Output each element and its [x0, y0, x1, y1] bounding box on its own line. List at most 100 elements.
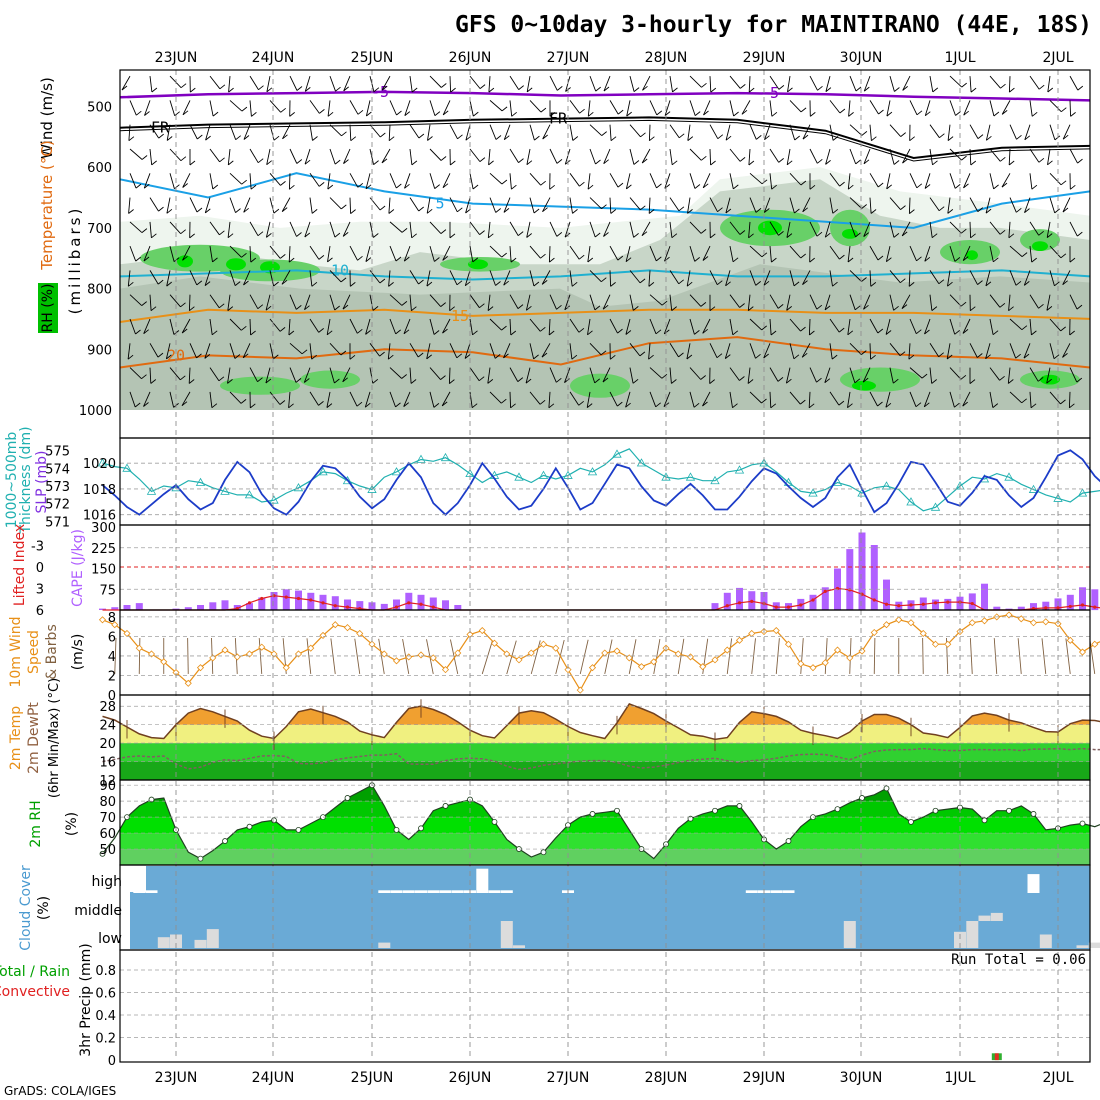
- wind-barb: [265, 221, 271, 238]
- wind-barb: [426, 270, 431, 287]
- isotherm-label: 20: [167, 346, 185, 364]
- wind-barb: [243, 270, 251, 286]
- cloud-cell: [378, 942, 391, 948]
- wind-barb-flag: [533, 208, 540, 214]
- thickness-marker: [122, 463, 132, 472]
- cloud-cell: [782, 890, 795, 893]
- wind-barb-flag: [228, 160, 234, 166]
- cape-bar: [870, 545, 878, 610]
- wind-barb-flag: [655, 329, 662, 335]
- lifted-index-marker: [921, 602, 925, 606]
- wind-barb: [589, 75, 597, 92]
- wind-barb-flag: [511, 184, 517, 190]
- wind10-marker: [919, 629, 927, 638]
- wind-barb-flag: [1077, 231, 1083, 237]
- wind-barb-flag: [716, 353, 723, 359]
- wind-barb: [564, 294, 571, 310]
- wind-barb: [342, 367, 351, 383]
- cloud-cell: [745, 890, 758, 893]
- wind-barb-flag: [908, 354, 915, 360]
- cape-bar: [429, 597, 437, 610]
- wind10-marker: [1066, 636, 1074, 644]
- wind-barb-flag: [227, 379, 233, 384]
- wind-barb-flag: [381, 158, 388, 164]
- wind-barb: [1062, 124, 1071, 140]
- wind-barb-flag: [633, 87, 640, 92]
- wind-barb: [365, 100, 371, 117]
- wind10-barb: [1041, 638, 1047, 674]
- wind-barb-flag: [686, 354, 693, 360]
- wind-barb-flag: [556, 232, 563, 237]
- wind-barb: [725, 124, 731, 141]
- wind-barb-flag: [525, 378, 532, 384]
- wind-barb: [786, 221, 791, 238]
- rh-marker: [222, 838, 228, 844]
- wind-barb: [329, 75, 336, 92]
- thickness-marker: [293, 483, 304, 492]
- wind-barb-flag: [960, 301, 967, 307]
- wind-barb: [949, 221, 962, 234]
- lifted-index-marker: [296, 596, 301, 601]
- wind-barb-flag: [800, 399, 806, 405]
- wind-barb: [169, 100, 176, 116]
- wind-barb: [669, 270, 680, 285]
- rh-marker: [540, 849, 547, 856]
- wind-barb-flag: [648, 282, 655, 287]
- wind-barb-flag: [540, 180, 546, 186]
- wind-barb-flag: [755, 208, 762, 213]
- thickness-tick-label: 574: [45, 462, 70, 477]
- wind-barb: [327, 173, 331, 190]
- rh2m-ylabel-2: (%): [64, 812, 80, 836]
- wind-barb: [349, 318, 358, 334]
- wind-barb: [127, 270, 131, 287]
- lifted-index-marker: [260, 596, 264, 601]
- wind-barb-flag: [151, 160, 157, 166]
- wind-barb: [689, 245, 696, 262]
- wind-barb-flag: [1060, 326, 1066, 332]
- wind-barb-flag: [587, 257, 594, 263]
- wind-barb-flag: [739, 230, 746, 235]
- wind-barb: [227, 294, 231, 311]
- wind-barb: [702, 318, 711, 334]
- wind-barb-flag: [180, 83, 187, 89]
- wind-barb: [849, 75, 857, 92]
- wind-barb: [149, 367, 152, 384]
- wind-barb-flag: [251, 112, 257, 117]
- rh-marker: [908, 819, 914, 825]
- isotherm-line: [119, 269, 1091, 281]
- wind10-marker: [674, 650, 682, 658]
- wind-barb: [1069, 148, 1078, 164]
- wind-barb: [309, 318, 320, 333]
- wind-barb-flag: [777, 377, 784, 382]
- wind-barb: [441, 391, 451, 407]
- wind10-marker: [625, 654, 633, 662]
- wind-barb: [869, 245, 879, 261]
- thickness-tick-label: 571: [45, 516, 70, 531]
- thickness-marker: [1077, 488, 1088, 497]
- wind-barb-flag: [433, 403, 440, 408]
- lifted-index-marker: [774, 605, 778, 609]
- wind-barb-flag: [755, 281, 761, 286]
- lifted-index-marker: [933, 601, 938, 605]
- wind-barb-flag: [847, 403, 853, 409]
- rh-band: [120, 817, 1090, 834]
- wind10-marker: [417, 651, 425, 659]
- wind-barb: [849, 124, 863, 136]
- li-tick-label: 0: [36, 561, 44, 576]
- wind-barb-flag: [901, 231, 908, 237]
- wind-barb: [808, 318, 811, 336]
- wind-barb: [687, 124, 691, 141]
- wind-barb-flag: [999, 229, 1006, 235]
- wind-barb-flag: [1008, 306, 1014, 312]
- wind-barb-flag: [449, 306, 455, 312]
- wind-barb: [749, 245, 763, 258]
- wind10-marker: [98, 616, 107, 624]
- wind-barb: [365, 173, 371, 189]
- wind-barb: [529, 172, 542, 186]
- rh-marker: [736, 803, 743, 809]
- wind-barb: [149, 76, 153, 93]
- wind-barb: [489, 318, 502, 331]
- date-label-top: 26JUN: [449, 50, 492, 66]
- wind-barb: [488, 148, 491, 165]
- rh-saturated-patch: [1040, 374, 1060, 385]
